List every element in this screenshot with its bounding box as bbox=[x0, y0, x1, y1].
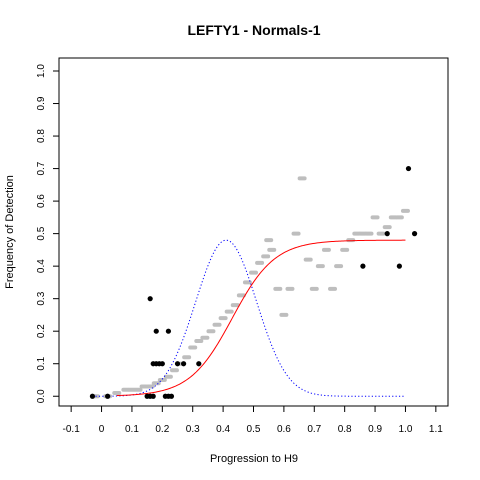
x-tick-label: 0 bbox=[99, 424, 105, 435]
observed-point bbox=[405, 165, 412, 172]
chart-title: LEFTY1 - Normals-1 bbox=[187, 22, 320, 38]
x-tick-label: 0.9 bbox=[368, 424, 382, 435]
observed-point bbox=[105, 393, 111, 399]
plot-area bbox=[89, 165, 418, 399]
observed-point bbox=[159, 361, 165, 367]
y-tick-label: 1.0 bbox=[36, 64, 47, 78]
y-tick-label: 0.2 bbox=[36, 324, 47, 338]
observed-point bbox=[153, 328, 159, 334]
x-tick-label: 0.5 bbox=[247, 424, 261, 435]
y-tick-label: 0.9 bbox=[36, 96, 47, 110]
observed-point bbox=[411, 231, 418, 237]
y-tick-label: 0.5 bbox=[36, 226, 47, 240]
observed-point bbox=[165, 328, 172, 334]
observed-point bbox=[396, 263, 402, 269]
x-axis-label: Progression to H9 bbox=[210, 453, 298, 465]
observed-point bbox=[196, 361, 202, 367]
y-axis-label: Frequency of Detection bbox=[4, 175, 16, 289]
y-tick-label: 0.6 bbox=[36, 194, 47, 208]
observed-point bbox=[89, 393, 96, 399]
y-tick-label: 0.1 bbox=[36, 356, 47, 370]
x-tick-label: 0.6 bbox=[277, 424, 291, 435]
y-tick-label: 0.0 bbox=[36, 389, 47, 403]
x-tick-label: 1.1 bbox=[429, 424, 443, 435]
x-tick-label: 0.1 bbox=[125, 424, 139, 435]
x-tick-label: 0.8 bbox=[338, 424, 352, 435]
y-tick-label: 0.7 bbox=[36, 161, 47, 175]
x-tick-label: 0.4 bbox=[216, 424, 230, 435]
x-tick-label: 1.0 bbox=[399, 424, 413, 435]
observed-point bbox=[168, 393, 175, 399]
observed-point bbox=[174, 361, 181, 367]
x-tick-label: 0.7 bbox=[307, 424, 321, 435]
observed-point bbox=[360, 263, 366, 269]
x-tick-label: 0.2 bbox=[155, 424, 169, 435]
y-tick-label: 0.3 bbox=[36, 291, 47, 305]
y-tick-label: 0.4 bbox=[36, 259, 47, 273]
fitted-curve bbox=[116, 239, 406, 397]
observed-point bbox=[147, 296, 153, 302]
observed-point bbox=[384, 231, 390, 237]
observed-point bbox=[181, 361, 187, 367]
observed-point bbox=[150, 393, 156, 399]
y-tick-label: 0.8 bbox=[36, 129, 47, 143]
x-tick-label: -0.1 bbox=[63, 424, 81, 435]
x-tick-label: 0.3 bbox=[186, 424, 200, 435]
